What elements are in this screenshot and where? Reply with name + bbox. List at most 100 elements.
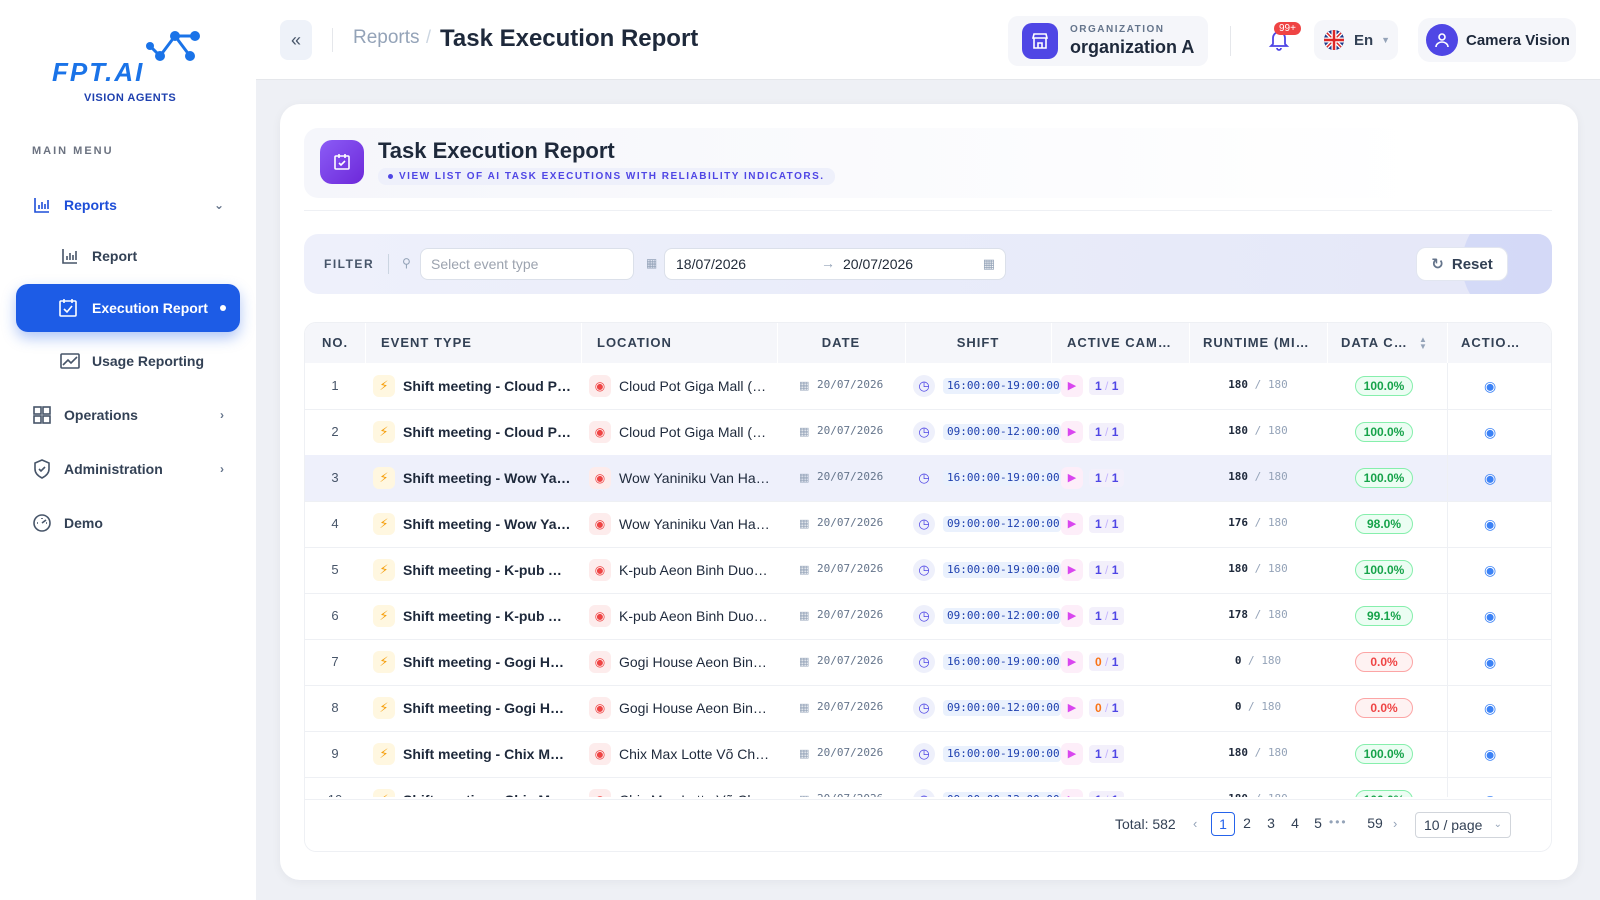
table-row[interactable]: 2 ⚡ Shift meeting - Cloud Pot Giga Mall ◉ Cl…	[305, 409, 1551, 456]
sidebar-item-operations[interactable]: Operations ›	[32, 404, 224, 426]
map-pin-icon: ◉	[589, 559, 611, 581]
page-1[interactable]: 1	[1211, 812, 1235, 836]
sidebar-item-report[interactable]: Report	[60, 245, 137, 267]
active-cameras: 1 / 1	[1089, 515, 1125, 533]
clock-icon: ◷	[913, 605, 935, 627]
divider	[388, 254, 389, 274]
table-row[interactable]: 5 ⚡ Shift meeting - K-pub Aeon Binh Duong ◉…	[305, 547, 1551, 594]
map-pin-icon: ◉	[589, 789, 611, 797]
page-3[interactable]: 3	[1267, 815, 1275, 831]
date-end[interactable]: 20/07/2026	[843, 256, 914, 272]
sidebar-item-usage-reporting[interactable]: Usage Reporting	[60, 350, 204, 372]
sidebar-item-reports[interactable]: Reports ⌄	[32, 194, 224, 216]
actions-cell: ◉	[1447, 639, 1551, 685]
table-row[interactable]: 9 ⚡ Shift meeting - Chix Max Lotte Vo Chi …	[305, 731, 1551, 778]
column-header-data-coverage[interactable]: DATA COVERAGE	[1341, 335, 1413, 350]
coverage-badge: 100.0%	[1355, 560, 1413, 580]
runtime-total: 180	[1261, 654, 1282, 667]
table-row[interactable]: 3 ⚡ Shift meeting - Wow Yaniniku Van Hanh ◉…	[305, 455, 1551, 502]
more-pages-icon[interactable]: •••	[1329, 815, 1348, 829]
eye-icon[interactable]: ◉	[1484, 424, 1497, 440]
eye-icon[interactable]: ◉	[1484, 654, 1497, 670]
lightning-icon: ⚡	[373, 743, 395, 765]
table-row[interactable]: 10 ⚡ Shift meeting - Chix Max Lotte Vo Chi…	[305, 777, 1551, 797]
cameras-active: 1	[1095, 793, 1102, 797]
date: 20/07/2026	[817, 700, 884, 713]
shift-time: 16:00:00-19:00:00	[943, 654, 1061, 670]
event-type: Shift meeting - Wow Yaniniku Van Hanh	[403, 470, 571, 486]
sort-icon[interactable]: ▲ ▼	[1419, 335, 1427, 351]
divider	[304, 210, 1552, 211]
cameras-active: 1	[1095, 747, 1102, 761]
reset-button[interactable]: ↻ Reset	[1416, 247, 1508, 281]
page-5[interactable]: 5	[1314, 815, 1322, 831]
shift-time: 09:00:00-12:00:00	[943, 516, 1061, 532]
separator: /	[1248, 792, 1268, 797]
date-start[interactable]: 18/07/2026	[676, 256, 747, 272]
separator: /	[1248, 424, 1268, 437]
top-header: « Reports / Task Execution Report ORGANI…	[256, 0, 1600, 80]
pagination: Total: 582 ‹ 1 2 3 4 5 ••• 59 › 10 / pag…	[305, 799, 1551, 851]
sidebar-item-administration[interactable]: Administration ›	[32, 458, 224, 480]
organization-selector[interactable]: ORGANIZATION organization A	[1008, 16, 1208, 66]
shift-time: 09:00:00-12:00:00	[943, 424, 1061, 440]
sidebar-item-demo[interactable]: Demo	[32, 512, 224, 534]
date: 20/07/2026	[817, 654, 884, 667]
event-type-select[interactable]	[420, 248, 634, 280]
cameras-active: 1	[1095, 471, 1102, 485]
eye-icon[interactable]: ◉	[1484, 470, 1497, 486]
refresh-icon: ↻	[1431, 256, 1444, 273]
page-size-select[interactable]: 10 / page ⌄	[1415, 812, 1511, 838]
eye-icon[interactable]: ◉	[1484, 746, 1497, 762]
map-pin-icon: ◉	[589, 743, 611, 765]
chevron-right-icon[interactable]: ›	[1393, 816, 1398, 831]
location: Wow Yaniniku Van Hanh Mall	[619, 470, 771, 486]
breadcrumb-reports[interactable]: Reports	[353, 27, 420, 48]
actions-cell: ◉	[1447, 501, 1551, 547]
map-pin-icon: ◉	[589, 651, 611, 673]
actions-cell: ◉	[1447, 685, 1551, 731]
cameras-total: 1	[1112, 793, 1119, 797]
runtime-value: 180	[1228, 424, 1249, 437]
sidebar-item-execution-report[interactable]: Execution Report	[16, 284, 240, 332]
chevron-left-icon[interactable]: ‹	[1193, 816, 1198, 831]
org-name: organization A	[1070, 37, 1195, 57]
eye-icon[interactable]: ◉	[1484, 700, 1497, 716]
table-row[interactable]: 7 ⚡ Shift meeting - Gogi House Aeon Binh T…	[305, 639, 1551, 686]
active-cameras: 1 / 1	[1089, 745, 1125, 763]
table-row[interactable]: 4 ⚡ Shift meeting - Wow Yaniniku Van Hanh ◉…	[305, 501, 1551, 548]
bar-chart-icon	[60, 246, 80, 266]
eye-icon[interactable]: ◉	[1484, 792, 1496, 797]
date-range-picker[interactable]: 18/07/2026 → 20/07/2026 ▦	[664, 248, 1006, 280]
column-header-date: DATE	[821, 335, 861, 350]
column-header-active-cameras: ACTIVE CAMERAS	[1067, 335, 1177, 350]
card-subtitle: VIEW LIST OF AI TASK EXECUTIONS WITH REL…	[378, 168, 835, 185]
eye-icon[interactable]: ◉	[1484, 562, 1497, 578]
table-row[interactable]: 1 ⚡ Shift meeting - Cloud Pot Giga Mall ◉ Cl…	[305, 363, 1551, 410]
execution-table: NO. EVENT TYPE LOCATION DATE SHIFT ACTIV…	[304, 322, 1552, 852]
sidebar-item-label: Execution Report	[92, 300, 208, 316]
shift-time: 16:00:00-19:00:00	[943, 562, 1061, 578]
cameras-active: 1	[1095, 425, 1102, 439]
page-4[interactable]: 4	[1291, 815, 1299, 831]
runtime-total: 180	[1267, 562, 1288, 575]
runtime-total: 180	[1268, 792, 1288, 797]
table-row[interactable]: 8 ⚡ Shift meeting - Gogi House Aeon Binh T…	[305, 685, 1551, 732]
lightning-icon: ⚡	[373, 789, 395, 797]
table-row[interactable]: 6 ⚡ Shift meeting - K-pub Aeon Binh Duong ◉…	[305, 593, 1551, 640]
runtime-total: 180	[1267, 378, 1288, 391]
lightning-icon: ⚡	[373, 421, 395, 443]
eye-icon[interactable]: ◉	[1484, 516, 1497, 532]
eye-icon[interactable]: ◉	[1484, 378, 1497, 394]
page-2[interactable]: 2	[1243, 815, 1251, 831]
runtime-value: 180	[1228, 792, 1248, 797]
runtime: 176 / 180	[1189, 501, 1327, 547]
user-menu[interactable]: Camera Vision	[1418, 18, 1576, 62]
logo-network-icon	[146, 31, 200, 61]
eye-icon[interactable]: ◉	[1484, 608, 1497, 624]
page-last[interactable]: 59	[1367, 815, 1383, 831]
language-selector[interactable]: En ▼	[1314, 20, 1398, 60]
collapse-sidebar-button[interactable]: «	[280, 20, 312, 60]
runtime-value: 180	[1228, 746, 1249, 759]
runtime-total: 180	[1261, 700, 1282, 713]
